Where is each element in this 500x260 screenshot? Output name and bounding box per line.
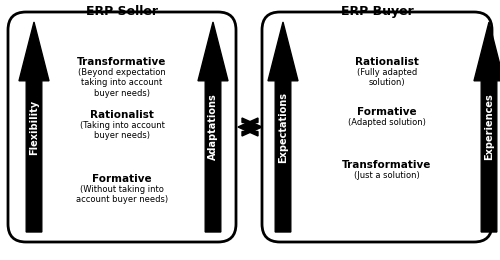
Text: ERP Buyer: ERP Buyer xyxy=(340,5,413,18)
Text: ERP Seller: ERP Seller xyxy=(86,5,158,18)
Text: Rationalist: Rationalist xyxy=(90,110,154,120)
Text: (Adapted solution): (Adapted solution) xyxy=(348,118,426,127)
Text: (Without taking into
account buyer needs): (Without taking into account buyer needs… xyxy=(76,185,168,204)
Text: (Just a solution): (Just a solution) xyxy=(354,171,420,180)
Polygon shape xyxy=(238,118,262,136)
Polygon shape xyxy=(474,22,500,232)
Text: (Beyond expectation
taking into account
buyer needs): (Beyond expectation taking into account … xyxy=(78,68,166,98)
Polygon shape xyxy=(19,22,49,232)
Text: (Taking into account
buyer needs): (Taking into account buyer needs) xyxy=(80,121,164,140)
Polygon shape xyxy=(268,22,298,232)
Polygon shape xyxy=(198,22,228,232)
Text: Experiences: Experiences xyxy=(484,94,494,160)
Text: Adaptations: Adaptations xyxy=(208,94,218,160)
FancyBboxPatch shape xyxy=(8,12,236,242)
Text: Formative: Formative xyxy=(357,107,417,117)
Text: Transformative: Transformative xyxy=(342,160,432,170)
Text: (Fully adapted
solution): (Fully adapted solution) xyxy=(357,68,417,87)
Text: Rationalist: Rationalist xyxy=(355,57,419,67)
FancyBboxPatch shape xyxy=(262,12,492,242)
Text: Formative: Formative xyxy=(92,174,152,184)
Text: Expectations: Expectations xyxy=(278,92,288,162)
Text: Transformative: Transformative xyxy=(78,57,166,67)
Text: Flexibility: Flexibility xyxy=(29,99,39,154)
